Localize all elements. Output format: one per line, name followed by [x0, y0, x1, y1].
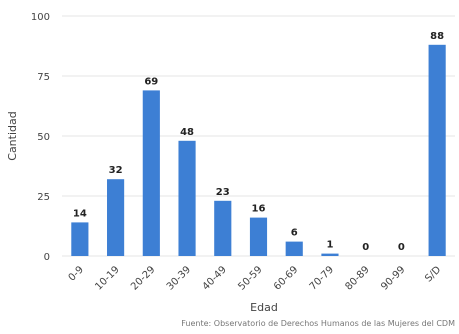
y-tick-label: 75 — [37, 72, 50, 83]
x-tick-label: 50-59 — [236, 264, 264, 292]
x-axis-title: Edad — [250, 301, 278, 314]
y-tick-label: 25 — [37, 192, 50, 203]
y-tick-label: 50 — [37, 132, 50, 143]
x-axis-ticks: 0-9 10-19 20-29 30-39 40-49 50-59 60-69 70-79 80… — [67, 264, 444, 293]
bar — [214, 200, 232, 256]
data-label: 16 — [252, 204, 266, 215]
data-label: 0 — [362, 242, 369, 253]
source-credit: Fuente: Observatorio de Derechos Humanos… — [181, 319, 455, 328]
x-tick-label: 70-79 — [308, 264, 336, 292]
data-label: 48 — [180, 127, 194, 138]
y-axis-title: Cantidad — [6, 111, 19, 160]
y-tick-label: 0 — [44, 252, 50, 263]
bar — [178, 140, 196, 256]
data-label: 6 — [291, 228, 298, 239]
data-label: 14 — [73, 208, 87, 219]
x-tick-label: 40-49 — [201, 264, 229, 292]
x-tick-label: S/D — [423, 264, 443, 284]
data-label: 1 — [326, 240, 333, 251]
data-labels: 14 32 69 48 23 16 6 1 0 0 88 — [73, 31, 444, 253]
bar — [71, 222, 89, 256]
bar — [142, 90, 160, 257]
x-tick-label: 20-29 — [129, 264, 157, 292]
bar — [285, 241, 303, 256]
data-label: 88 — [430, 31, 444, 42]
bar — [428, 44, 446, 256]
gridlines — [62, 15, 455, 257]
y-tick-label: 100 — [31, 12, 50, 23]
bar — [321, 253, 339, 256]
x-tick-label: 90-99 — [379, 264, 407, 292]
data-label: 0 — [398, 242, 405, 253]
x-tick-label: 60-69 — [272, 264, 300, 292]
bar — [249, 217, 268, 256]
x-tick-label: 80-89 — [343, 264, 371, 292]
y-axis-ticks: 0 25 50 75 100 — [31, 12, 50, 263]
x-tick-label: 10-19 — [93, 264, 121, 292]
x-tick-label: 30-39 — [165, 264, 193, 292]
bar — [107, 179, 125, 256]
bars — [71, 44, 446, 257]
data-label: 69 — [144, 76, 158, 87]
data-label: 32 — [109, 165, 123, 176]
x-tick-label: 0-9 — [67, 264, 86, 283]
data-label: 23 — [216, 187, 230, 198]
